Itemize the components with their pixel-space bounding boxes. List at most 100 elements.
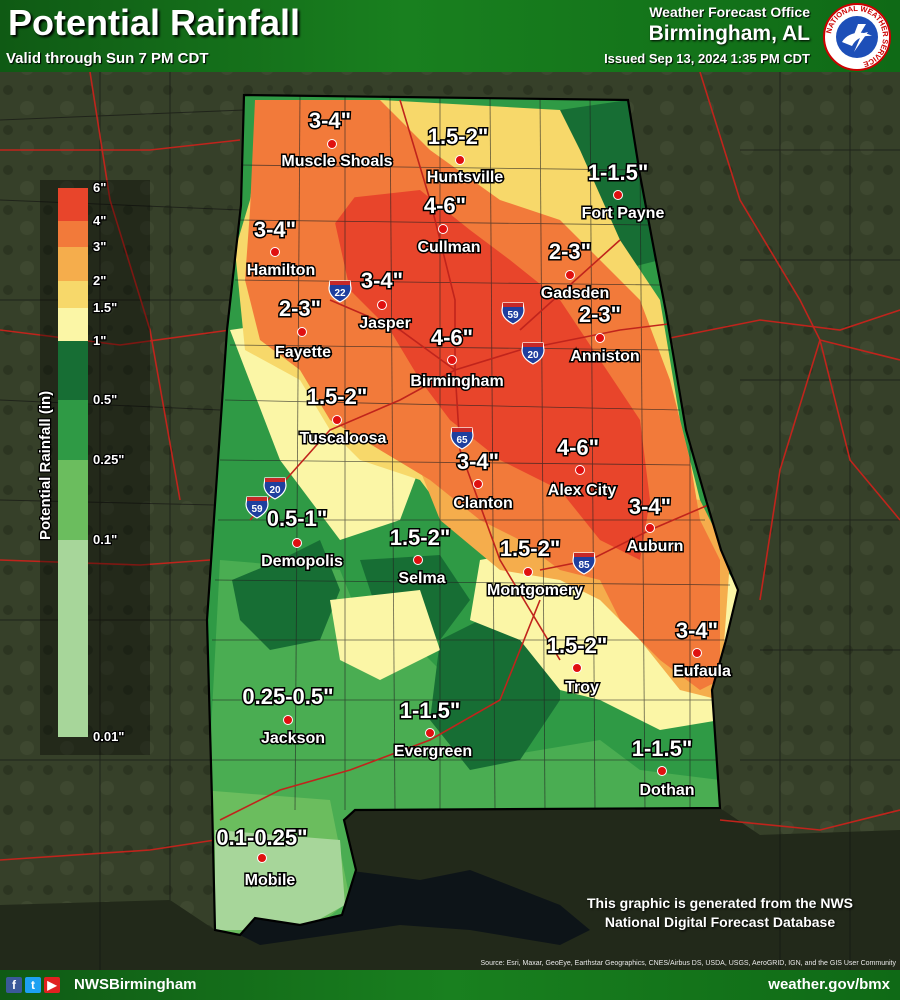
location-huntsville: 1.5-2" Huntsville <box>425 123 505 188</box>
location-hamilton: 3-4" Hamilton <box>245 216 316 281</box>
alabama-outline <box>205 93 740 937</box>
valid-time: Valid through Sun 7 PM CDT <box>6 50 209 67</box>
legend-tick-label: 2" <box>93 273 106 288</box>
location-dot <box>327 139 337 149</box>
office-label: Weather Forecast Office <box>649 4 810 20</box>
rainfall-amount-label: 1.5-2" <box>428 124 489 149</box>
office-city: Birmingham, AL <box>648 22 810 45</box>
location-dot <box>283 715 293 725</box>
city-name-label: Muscle Shoals <box>281 153 392 170</box>
facebook-icon[interactable]: f <box>6 977 22 993</box>
city-name-label: Dothan <box>639 782 694 799</box>
location-dot <box>692 648 702 658</box>
location-troy: 1.5-2" Troy <box>545 632 609 698</box>
rainfall-amount-label: 0.1-0.25" <box>216 825 307 850</box>
legend-swatch <box>58 400 88 460</box>
city-name-label: Birmingham <box>410 373 503 390</box>
legend-tick-label: 4" <box>93 213 106 228</box>
city-name-label: Clanton <box>453 495 513 512</box>
city-name-label: Demopolis <box>261 553 343 570</box>
rainfall-amount-label: 1.5-2" <box>307 384 368 409</box>
youtube-icon[interactable]: ▶ <box>44 977 60 993</box>
interstate-number: 20 <box>527 350 539 361</box>
city-name-label: Jackson <box>261 730 325 747</box>
location-demopolis: 0.5-1" Demopolis <box>260 505 345 572</box>
rainfall-amount-label: 1-1.5" <box>400 698 461 723</box>
website-link[interactable]: weather.gov/bmx <box>768 976 890 993</box>
source-credit: Source: Esri, Maxar, GeoEye, Earthstar G… <box>480 960 896 967</box>
legend-swatch <box>58 281 88 308</box>
twitter-icon[interactable]: t <box>25 977 41 993</box>
city-name-label: Troy <box>565 679 599 696</box>
location-dot <box>257 853 267 863</box>
city-name-label: Eufaula <box>673 663 731 680</box>
legend-swatch <box>58 341 88 400</box>
location-alex-city: 4-6" Alex City <box>546 434 618 501</box>
interstate-number: 59 <box>251 504 263 515</box>
location-birmingham: 4-6" Birmingham <box>409 324 505 392</box>
location-dot <box>297 327 307 337</box>
location-dot <box>613 190 623 200</box>
location-dot <box>292 538 302 548</box>
legend-title: Potential Rainfall (in) <box>37 391 54 540</box>
rainfall-amount-label: 1-1.5" <box>588 160 649 185</box>
interstate-number: 20 <box>269 485 281 496</box>
header-bar: Potential Rainfall Valid through Sun 7 P… <box>0 0 900 72</box>
location-montgomery: 1.5-2" Montgomery <box>486 535 585 601</box>
location-dot <box>565 270 575 280</box>
rainfall-amount-label: 3-4" <box>361 268 403 293</box>
rainfall-amount-label: 4-6" <box>424 193 466 218</box>
legend-backdrop <box>40 180 150 755</box>
location-auburn: 3-4" Auburn <box>625 493 685 557</box>
location-dot <box>413 555 423 565</box>
location-dot <box>595 333 605 343</box>
legend-tick-label: 6" <box>93 180 106 195</box>
page-title: Potential Rainfall <box>8 2 301 43</box>
legend-swatch <box>58 221 88 247</box>
interstate-number: 59 <box>507 310 519 321</box>
legend-swatch <box>58 308 88 341</box>
location-dot <box>572 663 582 673</box>
legend-swatch <box>58 540 88 737</box>
location-dot <box>447 355 457 365</box>
interstate-shield: 85 <box>572 552 596 575</box>
city-name-label: Alex City <box>548 482 617 499</box>
interstate-shield: 20 <box>521 342 545 365</box>
legend-tick-label: 0.25" <box>93 452 124 467</box>
city-name-label: Evergreen <box>394 743 472 760</box>
rainfall-amount-label: 1.5-2" <box>547 633 608 658</box>
location-dot <box>332 415 342 425</box>
rainfall-amount-label: 0.5-1" <box>267 506 328 531</box>
location-cullman: 4-6" Cullman <box>416 192 482 258</box>
location-dot <box>575 465 585 475</box>
rainfall-amount-label: 4-6" <box>431 325 473 350</box>
social-icons: f t ▶ <box>6 977 60 993</box>
location-muscle-shoals: 3-4" Muscle Shoals <box>280 107 394 172</box>
disclaimer: This graphic is generated from the NWS N… <box>586 895 854 930</box>
interstate-shield: 59 <box>501 302 525 325</box>
location-gadsden: 2-3" Gadsden <box>539 238 610 304</box>
location-anniston: 2-3" Anniston <box>569 301 641 367</box>
social-handle[interactable]: NWSBirmingham <box>74 976 197 993</box>
rainfall-amount-label: 4-6" <box>557 435 599 460</box>
location-dot <box>657 766 667 776</box>
location-evergreen: 1-1.5" Evergreen <box>392 697 473 762</box>
rainfall-amount-label: 2-3" <box>549 239 591 264</box>
city-name-label: Mobile <box>245 872 296 889</box>
rainfall-amount-label: 3-4" <box>309 108 351 133</box>
location-dothan: 1-1.5" Dothan <box>630 735 696 801</box>
city-name-label: Fort Payne <box>582 205 665 222</box>
legend-swatch <box>58 460 88 540</box>
rainfall-amount-label: 0.25-0.5" <box>242 684 333 709</box>
location-dot <box>455 155 465 165</box>
city-name-label: Montgomery <box>487 582 583 599</box>
legend-tick-label: 1.5" <box>93 300 117 315</box>
rainfall-amount-label: 3-4" <box>676 618 718 643</box>
city-name-label: Cullman <box>417 239 480 256</box>
city-name-label: Auburn <box>627 538 684 555</box>
location-eufaula: 3-4" Eufaula <box>672 617 733 682</box>
location-jasper: 3-4" Jasper <box>358 267 413 334</box>
city-name-label: Gadsden <box>541 285 609 302</box>
location-mobile: 0.1-0.25" Mobile <box>215 824 309 891</box>
interstate-shield: 22 <box>328 280 352 303</box>
